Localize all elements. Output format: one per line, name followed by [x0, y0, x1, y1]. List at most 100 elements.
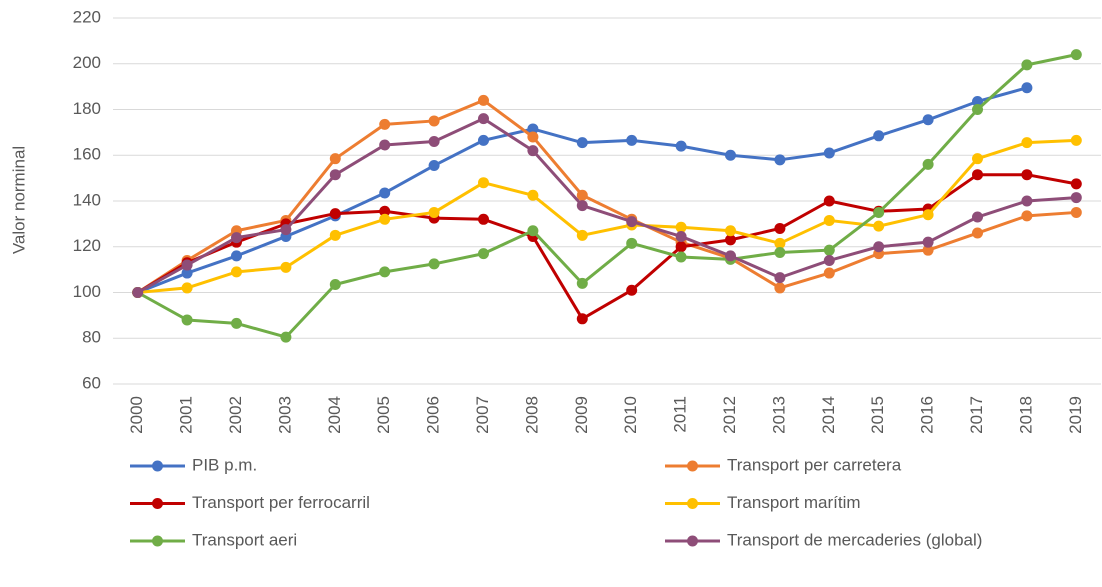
data-point [527, 225, 539, 237]
y-tick-label: 180 [73, 99, 101, 118]
data-point [428, 206, 440, 218]
legend-marker [687, 498, 698, 509]
data-point [1021, 195, 1033, 207]
data-point [527, 123, 539, 135]
data-point [478, 213, 489, 225]
series-line [136, 53, 1077, 339]
data-point [1021, 59, 1033, 71]
data-point [379, 213, 391, 225]
x-tick-label: 2001 [177, 396, 196, 434]
data-point [873, 206, 885, 218]
x-tick-label: 2015 [868, 396, 887, 434]
data-point [181, 314, 193, 326]
data-point [1021, 82, 1033, 94]
data-point [329, 278, 341, 290]
data-point [675, 251, 687, 263]
legend-label: Transport de mercaderies (global) [727, 530, 982, 549]
data-point [231, 317, 242, 329]
data-point [1070, 192, 1082, 204]
data-point [428, 136, 440, 148]
x-tick-label: 2012 [720, 396, 739, 434]
data-point [478, 113, 489, 125]
data-point [972, 104, 983, 115]
data-point [329, 208, 341, 220]
x-tick-label: 2011 [671, 396, 690, 433]
data-point [329, 169, 341, 181]
legend-label: Transport marítim [727, 493, 861, 512]
data-point [478, 177, 489, 189]
data-point [972, 227, 983, 239]
y-tick-label: 80 [82, 328, 101, 347]
legend-label: Transport per carretera [727, 455, 902, 474]
x-tick-label: 2000 [127, 396, 146, 434]
data-point [478, 94, 489, 106]
data-point [823, 267, 835, 279]
x-tick-label: 2008 [522, 396, 541, 434]
data-point [181, 259, 193, 271]
data-point [1070, 134, 1082, 146]
y-axis-label: Valor norminal [9, 146, 28, 254]
y-tick-label: 60 [82, 373, 101, 392]
data-point [675, 140, 687, 152]
data-point [231, 266, 242, 278]
y-tick-label: 100 [73, 282, 101, 301]
data-point [132, 287, 144, 298]
data-point [823, 214, 835, 226]
data-point [478, 248, 489, 260]
data-point [329, 153, 341, 165]
x-tick-label: 2006 [424, 396, 443, 434]
data-point [774, 154, 786, 166]
data-point [823, 254, 835, 266]
y-tick-label: 160 [73, 145, 101, 164]
data-point [379, 139, 391, 151]
data-point [1021, 169, 1033, 181]
data-point [527, 189, 539, 201]
data-point [972, 95, 983, 107]
data-point [774, 246, 786, 258]
data-point [626, 237, 638, 249]
data-point [922, 244, 934, 256]
legend-marker [687, 460, 698, 472]
data-point [1070, 206, 1082, 218]
data-point [675, 221, 687, 233]
legend-marker [152, 535, 163, 547]
data-point [1070, 178, 1082, 190]
x-tick-label: 2010 [621, 396, 640, 434]
data-point [626, 216, 638, 228]
legend-marker [687, 535, 698, 547]
x-tick-label: 2005 [374, 396, 393, 434]
data-point [576, 229, 588, 241]
data-point [231, 232, 242, 244]
x-tick-label: 2004 [325, 396, 344, 434]
data-point [181, 282, 193, 294]
x-tick-label: 2002 [226, 396, 245, 434]
series-line [137, 138, 1077, 294]
data-point [576, 277, 588, 289]
data-point [379, 118, 391, 130]
x-tick-label: 2007 [473, 396, 492, 434]
data-point [725, 225, 736, 237]
data-point [774, 222, 786, 234]
legend-label: Transport per ferrocarril [192, 493, 370, 512]
data-point [626, 134, 638, 146]
x-tick-label: 2016 [918, 396, 937, 434]
data-point [873, 220, 885, 232]
data-point [675, 241, 687, 253]
y-tick-label: 120 [73, 236, 101, 255]
data-point [379, 266, 391, 278]
data-point [774, 237, 786, 249]
data-point [1021, 210, 1033, 222]
data-point [873, 241, 885, 253]
y-tick-label: 200 [73, 53, 101, 72]
x-tick-label: 2018 [1016, 396, 1035, 434]
x-tick-label: 2013 [769, 396, 788, 434]
data-point [626, 284, 638, 296]
data-point [428, 160, 440, 172]
data-point [231, 250, 242, 262]
data-point [922, 209, 934, 221]
y-tick-label: 140 [73, 190, 101, 209]
data-point [823, 244, 835, 256]
data-point [774, 282, 786, 294]
legend-label: PIB p.m. [192, 455, 257, 474]
